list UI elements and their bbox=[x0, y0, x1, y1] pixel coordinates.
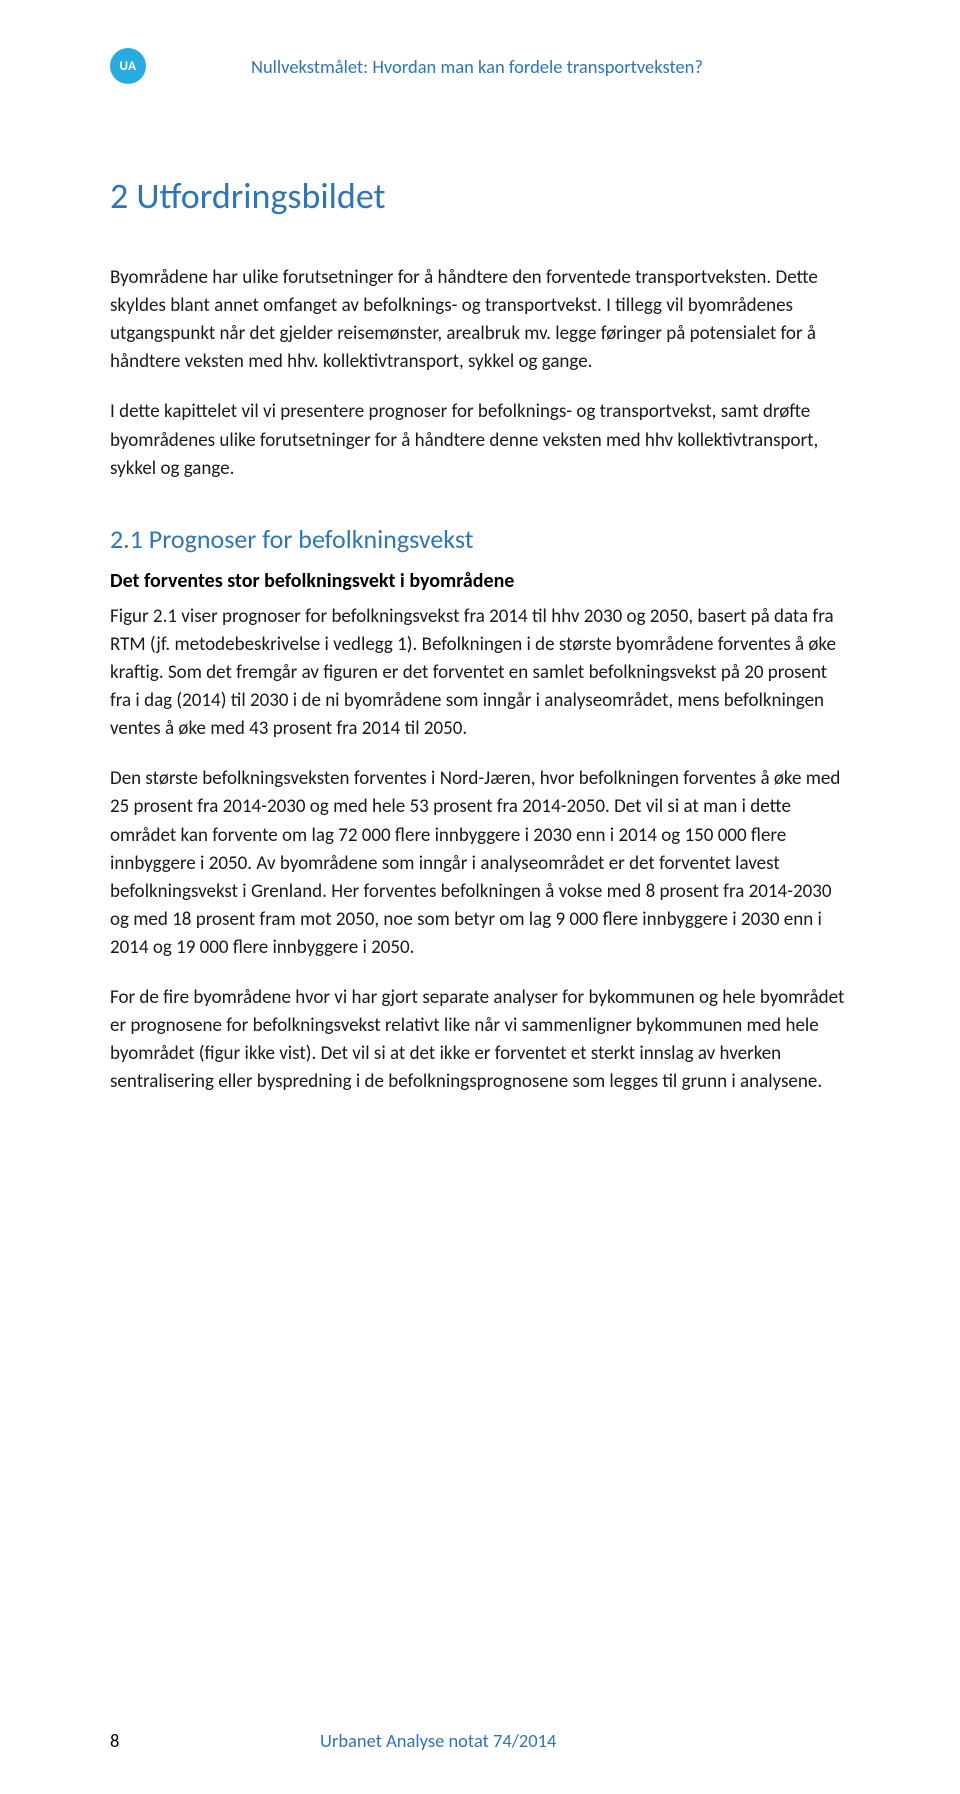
footer-citation: Urbanet Analyse notat 74/2014 bbox=[320, 1729, 556, 1752]
body-paragraph: Figur 2.1 viser prognoser for befolkning… bbox=[110, 603, 850, 744]
body-paragraph: I dette kapittelet vil vi presentere pro… bbox=[110, 398, 850, 482]
page-number: 8 bbox=[110, 1729, 320, 1752]
page-header: UA Nullvekstmålet: Hvordan man kan forde… bbox=[110, 48, 850, 84]
page-footer: 8 Urbanet Analyse notat 74/2014 bbox=[110, 1729, 850, 1752]
subsection-heading: Det forventes stor befolkningsvekt i byo… bbox=[110, 569, 850, 593]
document-page: UA Nullvekstmålet: Hvordan man kan forde… bbox=[0, 0, 960, 1794]
section-heading: 2.1 Prognoser for befolkningsvekst bbox=[110, 523, 850, 555]
body-paragraph: Byområdene har ulike forutsetninger for … bbox=[110, 264, 850, 376]
ua-badge-icon: UA bbox=[110, 48, 146, 84]
running-title: Nullvekstmålet: Hvordan man kan fordele … bbox=[251, 55, 703, 78]
chapter-heading: 2 Utfordringsbildet bbox=[110, 174, 850, 218]
body-paragraph: For de fire byområdene hvor vi har gjort… bbox=[110, 984, 850, 1096]
body-paragraph: Den største befolkningsveksten forventes… bbox=[110, 765, 850, 962]
